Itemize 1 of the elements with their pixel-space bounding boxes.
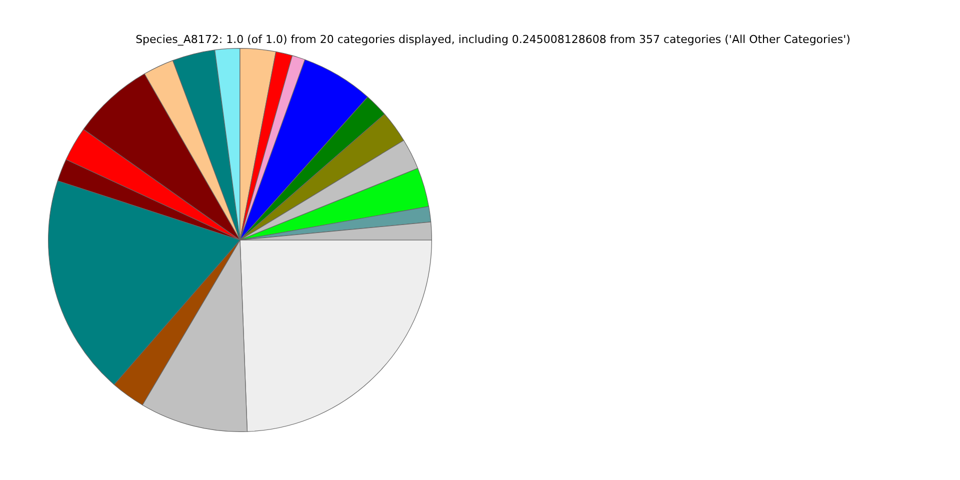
text: Species_A8172: 1.0 (of 1.0) from 20 categories displayed, including 0.245008128608 from 357 categories ('All Other Categories') (134, 33, 852, 46)
